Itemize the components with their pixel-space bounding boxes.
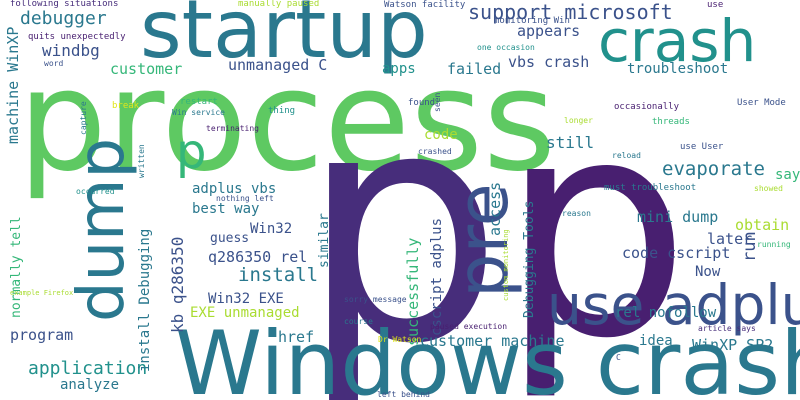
word-kb-q286350: kb q286350 [170,237,186,333]
word-written: written [138,144,146,178]
word-running: running [757,241,791,249]
word-troubleshoot: troubleshoot [627,62,728,76]
word-found: found [408,99,435,108]
word-course: course [344,318,373,326]
word-manually-paused: manually paused [238,0,319,9]
word-break: break [112,102,139,111]
word-article-says: article says [698,325,756,333]
word-p-small: p [176,128,206,176]
word-occasionally: occasionally [614,103,679,112]
word-failed: failed [447,62,501,77]
word-vbs-crash: vbs crash [508,55,589,70]
word-left-behind: left behind [377,391,430,399]
word-q286350-rel: q286350 rel [208,250,307,265]
word-dr-watson: Dr Watson [378,336,421,344]
word-debugging-tools: Debugging Tools [523,201,536,318]
word-analyze: analyze [60,378,119,392]
word-paused-execution: paused execution [430,323,507,331]
word-evaporate: evaporate [662,160,765,179]
word-install: install [238,266,318,285]
word-win-service: Win service [172,109,225,117]
word-appears: appears [517,24,580,39]
word-debugger: debugger [20,10,107,28]
word-word: word [44,60,63,68]
word-unmanaged-c: unmanaged C [228,58,327,73]
word-sorry-message: sorry message [344,296,407,304]
word-terminating: terminating [206,125,259,133]
word-code-cscript: code cscript [622,246,730,261]
word-install-debugging: install Debugging [138,229,152,372]
word-threads: threads [652,118,690,127]
word-program: program [10,328,73,343]
word-showed: showed [754,185,783,193]
word-machine-winxp: machine WinXP [6,27,21,144]
word-now: Now [695,265,720,279]
word-win32: Win32 [250,222,292,236]
word-rel-nofollow: rel nofollow [615,306,716,320]
word-guess: guess [210,232,249,245]
word-crashed: crashed [418,148,452,156]
word-reload: reload [612,152,641,160]
word-windbg: windbg [42,43,100,59]
word-still: still [546,135,594,151]
word-successfully: successfully [406,238,421,346]
word-example-firefox: example Firefox [10,290,73,297]
word-best-way: best way [192,202,259,216]
word-code: code [424,128,458,142]
word-restart: restart [180,98,218,107]
word-user-mode: User Mode [737,99,786,108]
word-c-small: C [616,354,621,362]
word-dump: dump [70,138,134,322]
word-winxp-sp2: WinXP SP2 [692,338,773,353]
word-idea: idea [639,334,673,348]
word-win32-exe: Win32 EXE [208,292,284,306]
word-cscript-adplus: cscript adplus [430,218,444,336]
word-watson-facility: Watson facility [384,1,465,10]
word-href: href [278,330,314,345]
word-mini-dump: mini dump [637,210,718,225]
word-custom-monitoring: custom monitoring [503,229,510,301]
word-reason: reason [562,210,591,218]
word-occurred: occurred [76,188,115,196]
word-exe-unmanaged: EXE unmanaged [190,306,300,320]
word-thing: thing [268,107,295,116]
word-use-user: use User [680,143,723,152]
word-says: says [775,168,800,182]
word-one-occasion: one occasion [477,44,535,52]
word-customer-machine: customer machine [420,334,565,349]
word-normally-tell: normally tell [10,216,23,318]
word-use-tr: use [707,1,723,10]
word-longer: longer [564,117,593,125]
word-capture: capture [80,101,88,135]
word-customer: customer [110,62,182,77]
word-quits-unexpectedly: quits unexpectedly [28,33,126,42]
word-application: application [28,360,147,378]
word-access: access [488,182,503,236]
word-apps: apps [382,62,416,76]
word-nothing-left: nothing left [216,195,274,203]
word-must-troubleshoot: must troubleshoot [604,184,696,193]
word-seen: seen [434,93,442,112]
word-following-situations: following situations [10,0,118,9]
word-monitoring-win: monitoring Win [494,17,570,26]
word-similar: similar [318,213,331,268]
